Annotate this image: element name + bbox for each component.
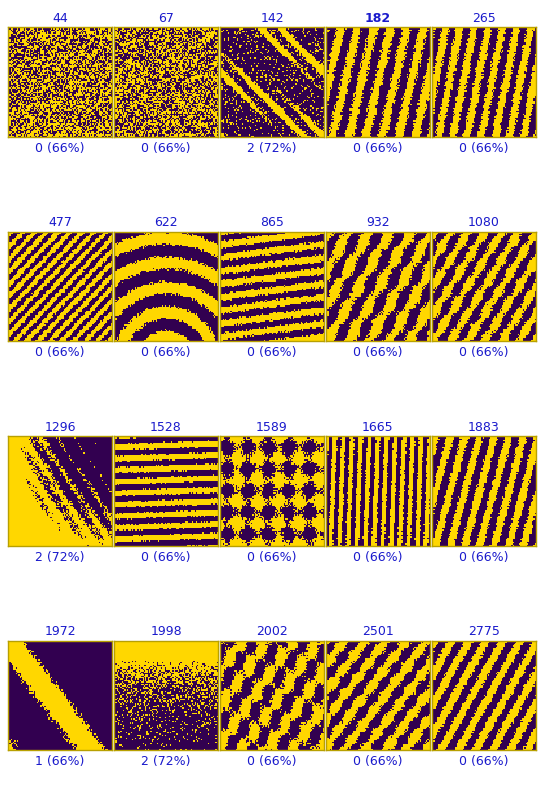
Text: 0 (66%): 0 (66%): [35, 346, 85, 359]
Text: 2 (72%): 2 (72%): [141, 755, 191, 768]
Text: 182: 182: [365, 12, 391, 24]
Text: 265: 265: [472, 12, 496, 24]
Text: 865: 865: [260, 216, 284, 229]
Text: 0 (66%): 0 (66%): [459, 346, 509, 359]
Text: 1296: 1296: [44, 421, 76, 433]
Text: 2 (72%): 2 (72%): [248, 142, 296, 154]
Text: 0 (66%): 0 (66%): [353, 346, 403, 359]
Text: 1528: 1528: [150, 421, 182, 433]
Text: 2501: 2501: [362, 625, 394, 638]
Text: 477: 477: [48, 216, 72, 229]
Text: 1589: 1589: [256, 421, 288, 433]
Text: 0 (66%): 0 (66%): [141, 551, 191, 563]
Text: 1665: 1665: [362, 421, 394, 433]
Text: 142: 142: [260, 12, 284, 24]
Text: 2775: 2775: [468, 625, 500, 638]
Text: 0 (66%): 0 (66%): [35, 142, 85, 154]
Text: 1080: 1080: [468, 216, 500, 229]
Text: 622: 622: [154, 216, 178, 229]
Text: 0 (66%): 0 (66%): [459, 551, 509, 563]
Text: 67: 67: [158, 12, 174, 24]
Text: 0 (66%): 0 (66%): [353, 551, 403, 563]
Text: 0 (66%): 0 (66%): [248, 755, 296, 768]
Text: 0 (66%): 0 (66%): [459, 142, 509, 154]
Text: 1883: 1883: [468, 421, 500, 433]
Text: 1998: 1998: [150, 625, 182, 638]
Text: 0 (66%): 0 (66%): [353, 755, 403, 768]
Text: 0 (66%): 0 (66%): [353, 142, 403, 154]
Text: 0 (66%): 0 (66%): [248, 346, 296, 359]
Text: 2 (72%): 2 (72%): [35, 551, 85, 563]
Text: 0 (66%): 0 (66%): [459, 755, 509, 768]
Text: 2002: 2002: [256, 625, 288, 638]
Text: 0 (66%): 0 (66%): [248, 551, 296, 563]
Text: 932: 932: [366, 216, 390, 229]
Text: 0 (66%): 0 (66%): [141, 142, 191, 154]
Text: 1 (66%): 1 (66%): [35, 755, 85, 768]
Text: 0 (66%): 0 (66%): [141, 346, 191, 359]
Text: 1972: 1972: [44, 625, 76, 638]
Text: 44: 44: [52, 12, 68, 24]
